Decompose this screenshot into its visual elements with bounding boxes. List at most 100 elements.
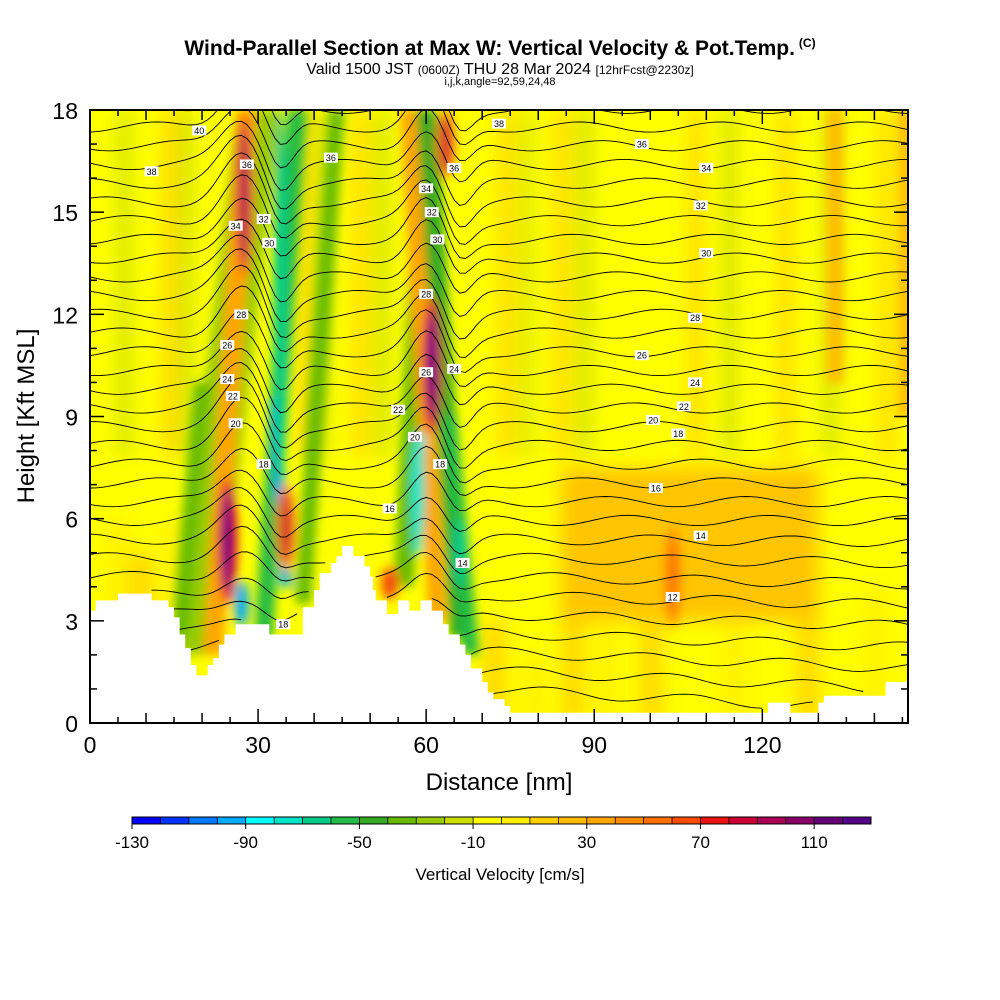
theta-contour-label-text: 22 — [228, 392, 238, 402]
colorbar-swatch — [188, 817, 218, 824]
colorbar-swatch — [473, 817, 502, 824]
colorbar-swatch — [643, 817, 673, 824]
theta-contour-label: 36 — [323, 152, 338, 163]
colorbar-swatch — [842, 817, 872, 824]
theta-contour-label-text: 24 — [690, 378, 700, 388]
downdraft-band — [294, 110, 345, 604]
theta-contour-label-bg — [688, 312, 703, 323]
colorbar-swatch — [814, 817, 844, 824]
theta-contour-label-bg — [323, 152, 338, 163]
updraft-core — [281, 491, 292, 563]
theta-contour-label-text: 18 — [278, 620, 288, 630]
valid-date: THU 28 Mar 2024 — [463, 61, 592, 78]
theta-contour-labels: 40 38 36 34 32 30 28 26 24 22 20 18 18 36 36 34 32 30 28 26… — [144, 118, 714, 630]
updraft-core — [384, 569, 395, 598]
theta-contour-label: 12 — [665, 591, 680, 602]
theta-contour-label-text: 40 — [194, 126, 204, 136]
theta-contour-label: 24 — [220, 374, 235, 385]
theta-contour-label-text: 34 — [701, 163, 711, 173]
theta-contours — [90, 110, 908, 709]
valid-time: Valid 1500 JST — [306, 61, 414, 78]
theta-contour-label: 38 — [144, 166, 159, 177]
theta-contour-label-bg — [699, 162, 714, 173]
colorbar-swatch — [615, 817, 645, 824]
theta-contour-label-bg — [676, 401, 691, 412]
theta-contour-line — [364, 534, 908, 574]
theta-contour-label-bg — [447, 363, 462, 374]
theta-contour-label-bg — [228, 220, 243, 231]
theta-contour-line — [90, 362, 908, 433]
theta-contour-label-text: 18 — [435, 460, 445, 470]
theta-contour-line — [431, 598, 908, 629]
theta-contour-label: 30 — [430, 234, 445, 245]
colorbar-tick-label: 30 — [577, 833, 596, 852]
theta-contour-label-bg — [693, 530, 708, 541]
chart-title: Wind-Parallel Section at Max W: Vertical… — [0, 36, 1000, 61]
field-band — [162, 110, 177, 457]
y-tick-label: 12 — [52, 302, 78, 328]
downdraft-core — [234, 579, 249, 628]
theta-contour-label-text: 30 — [264, 238, 274, 248]
theta-contour-label-bg — [688, 377, 703, 388]
colorbar-label: Vertical Velocity [cm/s] — [415, 865, 584, 884]
y-tick-label: 0 — [65, 711, 78, 737]
theta-contour-label-bg — [419, 288, 434, 299]
theta-contour-line — [790, 701, 813, 706]
theta-contour-label-bg — [699, 248, 714, 259]
theta-contour-label: 28 — [234, 309, 249, 320]
theta-contour-label: 30 — [262, 237, 277, 248]
theta-contour-label-bg — [382, 503, 397, 514]
y-tick-label: 3 — [65, 609, 78, 635]
theta-contour-label-text: 14 — [696, 531, 706, 541]
theta-contour-label-text: 16 — [651, 484, 661, 494]
theta-contour-label-bg — [634, 350, 649, 361]
theta-contour-label-text: 30 — [701, 249, 711, 259]
theta-contour-label-text: 18 — [259, 460, 269, 470]
theta-contour-label: 22 — [225, 391, 240, 402]
updraft-core — [222, 488, 233, 594]
theta-contour-label: 36 — [634, 139, 649, 150]
theta-contour-label-text: 28 — [236, 310, 246, 320]
theta-contour-label-text: 26 — [222, 340, 232, 350]
field-band — [554, 110, 569, 457]
colorbar-swatch — [586, 817, 616, 824]
theta-contour-line — [90, 504, 908, 555]
y-tick-label: 15 — [52, 200, 78, 226]
theta-contour-label: 16 — [382, 503, 397, 514]
field-band — [857, 110, 872, 457]
theta-contour-line — [90, 309, 908, 373]
colorbar-swatch — [444, 817, 474, 824]
field-band — [689, 110, 704, 457]
theta-contour-label: 24 — [447, 363, 462, 374]
y-axis-label: Height [Kft MSL] — [13, 329, 40, 504]
theta-contour-line — [90, 445, 908, 496]
copyright-mark: (C) — [798, 36, 816, 50]
theta-contour-label-bg — [671, 428, 686, 439]
theta-contour-label-bg — [256, 213, 271, 224]
theta-contour-label: 32 — [693, 200, 708, 211]
theta-contour-label: 18 — [671, 428, 686, 439]
theta-contour-label: 28 — [688, 312, 703, 323]
theta-contour-line — [90, 110, 908, 132]
theta-contour-line — [90, 120, 908, 191]
theta-contour-label-bg — [419, 183, 434, 194]
colorbar-swatch — [529, 817, 559, 824]
zulu-time: (0600Z) — [417, 63, 460, 77]
chart-subtitle: Valid 1500 JST (0600Z) THU 28 Mar 2024 [… — [0, 61, 1000, 79]
theta-contour-label-text: 36 — [637, 140, 647, 150]
theta-contour-line — [375, 551, 908, 590]
colorbar-tick-label: -10 — [461, 833, 486, 852]
theta-contour-label: 20 — [407, 431, 422, 442]
theta-contour-label-bg — [424, 207, 439, 218]
field-band — [352, 110, 367, 457]
theta-contour-label-text: 12 — [668, 592, 678, 602]
colorbar-swatch — [274, 817, 304, 824]
field-band — [722, 110, 737, 457]
theta-contour-label-text: 32 — [259, 214, 269, 224]
theta-contour-label-text: 26 — [421, 368, 431, 378]
theta-contour-label-text: 22 — [679, 402, 689, 412]
theta-contour-line — [482, 666, 864, 692]
theta-contour-label-bg — [228, 418, 243, 429]
colorbar-swatch — [359, 817, 389, 824]
